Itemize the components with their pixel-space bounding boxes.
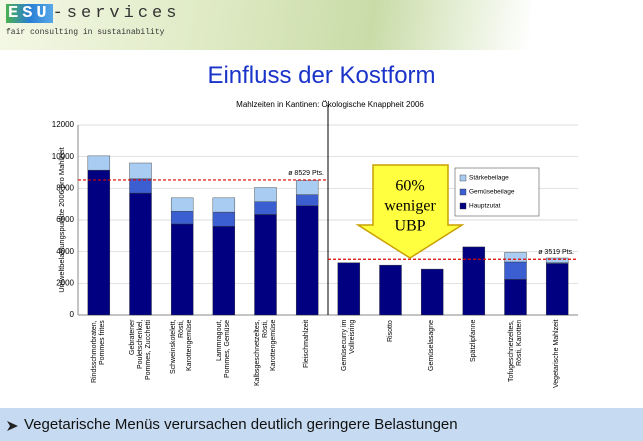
bar-segment — [463, 247, 485, 315]
bar-segment — [130, 193, 152, 315]
bar-segment — [380, 265, 402, 315]
bar-segment — [421, 269, 443, 315]
x-tick-label: Gebratener Pouletschenkel, Pommes, Zucch… — [129, 320, 153, 404]
y-tick-label: 12000 — [52, 120, 75, 129]
footer-text: Vegetarische Menüs verursachen deutlich … — [24, 416, 458, 433]
bar-segment — [546, 264, 568, 315]
legend-swatch — [460, 175, 466, 181]
reference-label: ø 3519 Pts. — [538, 249, 574, 256]
y-tick-label: 10000 — [52, 152, 75, 161]
bar-segment — [130, 163, 152, 179]
bar-segment — [88, 170, 110, 315]
y-tick-label: 0 — [70, 310, 75, 319]
bar-segment — [213, 198, 235, 212]
bar-segment — [255, 214, 277, 315]
y-tick-label: 8000 — [56, 183, 74, 192]
legend-swatch — [460, 203, 466, 209]
x-tick-label: Kalbsgeschnetzeltes, Rösti, Karottengemü… — [254, 320, 278, 404]
reference-label: ø 8529 Pts. — [288, 170, 324, 177]
y-tick-label: 2000 — [56, 278, 74, 287]
x-tick-label: Tofugeschnetzeltes, Rösti, Karotten — [508, 320, 524, 404]
bar-segment — [338, 263, 360, 315]
bar-segment — [296, 180, 318, 194]
slide: ESU-services fair consulting in sustaina… — [0, 0, 643, 441]
bar-segment — [88, 156, 110, 170]
bar-segment — [171, 198, 193, 211]
annotation-text: UBP — [394, 218, 425, 235]
footer: Vegetarische Menüs verursachen deutlich … — [0, 408, 643, 441]
bar-segment — [505, 279, 527, 315]
y-tick-label: 4000 — [56, 247, 74, 256]
legend-label: Stärkebeilage — [469, 175, 509, 182]
bar-segment — [171, 211, 193, 224]
x-tick-label: Risotto — [387, 320, 395, 404]
bar-segment — [130, 179, 152, 193]
x-tick-label: Schweinskotelett, Rösti, Karottengemüse — [170, 320, 194, 404]
bar-segment — [505, 262, 527, 279]
bar-segment — [171, 224, 193, 315]
annotation-text: weniger — [384, 198, 436, 215]
legend-swatch — [460, 189, 466, 195]
bar-segment — [255, 188, 277, 202]
bar-segment — [505, 252, 527, 261]
annotation-text: 60% — [395, 178, 424, 195]
x-tick-label: Fleischmahlzeit — [303, 320, 311, 404]
bar-segment — [213, 212, 235, 226]
bar-segment — [296, 195, 318, 206]
x-tick-label: Gemüsecurry im Vollreisring — [341, 320, 357, 404]
x-tick-label: Lammragout, Pommes, Gemüse — [216, 320, 232, 404]
legend-label: Gemüsebeilage — [469, 189, 515, 196]
bullet — [6, 419, 20, 433]
chart-title: Mahlzeiten in Kantinen: Ökologische Knap… — [236, 100, 424, 109]
x-tick-label: Rindsschmorbraten, Pommes frites — [91, 320, 107, 404]
legend-label: Hauptzutat — [469, 203, 501, 210]
bar-segment — [255, 202, 277, 215]
bar-segment — [296, 206, 318, 315]
x-tick-label: Gemüselasagne — [428, 320, 436, 404]
x-tick-label: Vegetarische Mahlzeit — [553, 320, 561, 404]
bar-segment — [213, 226, 235, 315]
x-tick-label: Spätzlipfanne — [470, 320, 478, 404]
y-tick-label: 6000 — [56, 215, 74, 224]
